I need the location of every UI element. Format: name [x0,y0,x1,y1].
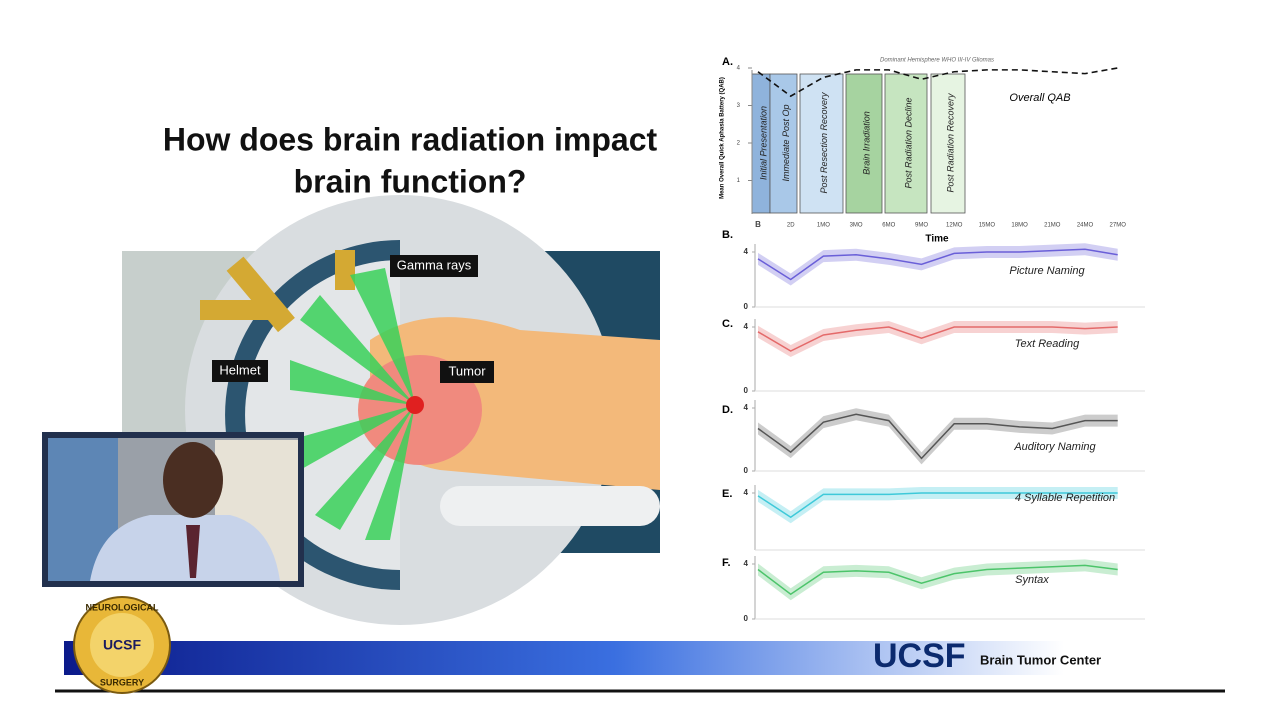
y-tick-label: 1 [737,178,741,184]
logo-text: NEUROLOGICAL [86,602,160,612]
y-tick-label: 4 [737,66,741,72]
score-line [757,326,1118,352]
brand-subtitle: Brain Tumor Center [980,652,1101,667]
panel-letter: B. [722,229,733,241]
chart-caption: Dominant Hemisphere WHO III-IV Gliomas [880,58,994,64]
panel-name: Syntax [1015,574,1049,586]
x-tick-label: 2D [787,223,795,229]
phase-label: Post Resection Recovery [819,92,829,194]
y-tick-label: 3 [737,103,741,109]
score-line [757,564,1118,596]
qab-line [757,67,1118,98]
slide-title: How does brain radiation impact [163,121,658,157]
phase-box [845,73,883,214]
panel-letter: E. [722,488,732,500]
phase-box [884,73,928,214]
brand: UCSF [873,637,966,675]
panel-letter: D. [722,404,733,416]
confidence-band [758,559,1118,601]
x-tick-label: 6MO [882,223,895,229]
phase-label: Immediate Post Op [781,104,791,181]
phase-box [930,73,966,214]
panel-letter: C. [722,318,733,330]
x-tick-label: 27MO [1110,223,1127,229]
y-tick-label: 4 [744,488,749,497]
confidence-band [758,321,1118,357]
confidence-band [758,487,1118,524]
footer-bar [64,641,1064,675]
x-tick-label: B [755,220,761,229]
y-tick-label: 0 [744,614,749,623]
x-tick-label: 3MO [850,223,863,229]
phase-label: Post Radiation Decline [903,97,913,188]
logo-text: UCSF [103,637,142,653]
x-tick-label: 18MO [1011,223,1028,229]
score-line [757,492,1118,519]
confidence-band [758,408,1118,465]
series-label: Overall QAB [1009,92,1070,104]
y-tick-label: 0 [744,302,749,311]
y-tick-label: 2 [737,141,741,147]
score-line [757,413,1118,460]
panel-name: 4 Syllable Repetition [1015,492,1115,504]
confidence-band [758,243,1118,286]
illustration: Gamma rays Helmet Tumor [122,195,660,625]
logo: NEUROLOGICAL UCSF SURGERY [73,596,171,694]
y-tick-label: 4 [744,559,749,568]
phase-label: Post Radiation Recovery [945,93,955,193]
x-tick-label: 24MO [1077,223,1094,229]
panel-letter: F. [722,557,731,569]
phase-label: Brain Irradiation [861,111,871,175]
phase-label: Initial Presentation [758,106,768,180]
y-tick-label: 0 [744,466,749,475]
x-tick-label: 12MO [946,223,963,229]
x-tick-label: 15MO [979,223,996,229]
illustration-label: Gamma rays [397,257,472,272]
x-axis-label: Time [925,234,949,245]
panel-name: Auditory Naming [1013,441,1096,453]
y-tick-label: 4 [744,322,749,331]
illustration-label: Tumor [448,363,486,378]
panel-letter: A. [722,56,733,68]
panel-name: Picture Naming [1009,265,1085,277]
y-tick-label: 0 [744,386,749,395]
illustration-label: Helmet [219,362,261,377]
panel-name: Text Reading [1015,338,1080,350]
score-line [757,248,1118,281]
logo-text: SURGERY [100,677,144,687]
y-tick-label: 4 [744,247,749,256]
x-tick-label: 21MO [1044,223,1061,229]
webcam-video [42,432,304,587]
y-axis-label: Mean Overall Quick Aphasia Battery (QAB) [720,77,726,199]
phase-box [799,73,844,214]
x-tick-label: 9MO [915,223,928,229]
slide-title: brain function? [294,163,527,199]
x-tick-label: 1MO [817,223,830,229]
phase-box [769,73,798,214]
y-tick-label: 4 [744,403,749,412]
